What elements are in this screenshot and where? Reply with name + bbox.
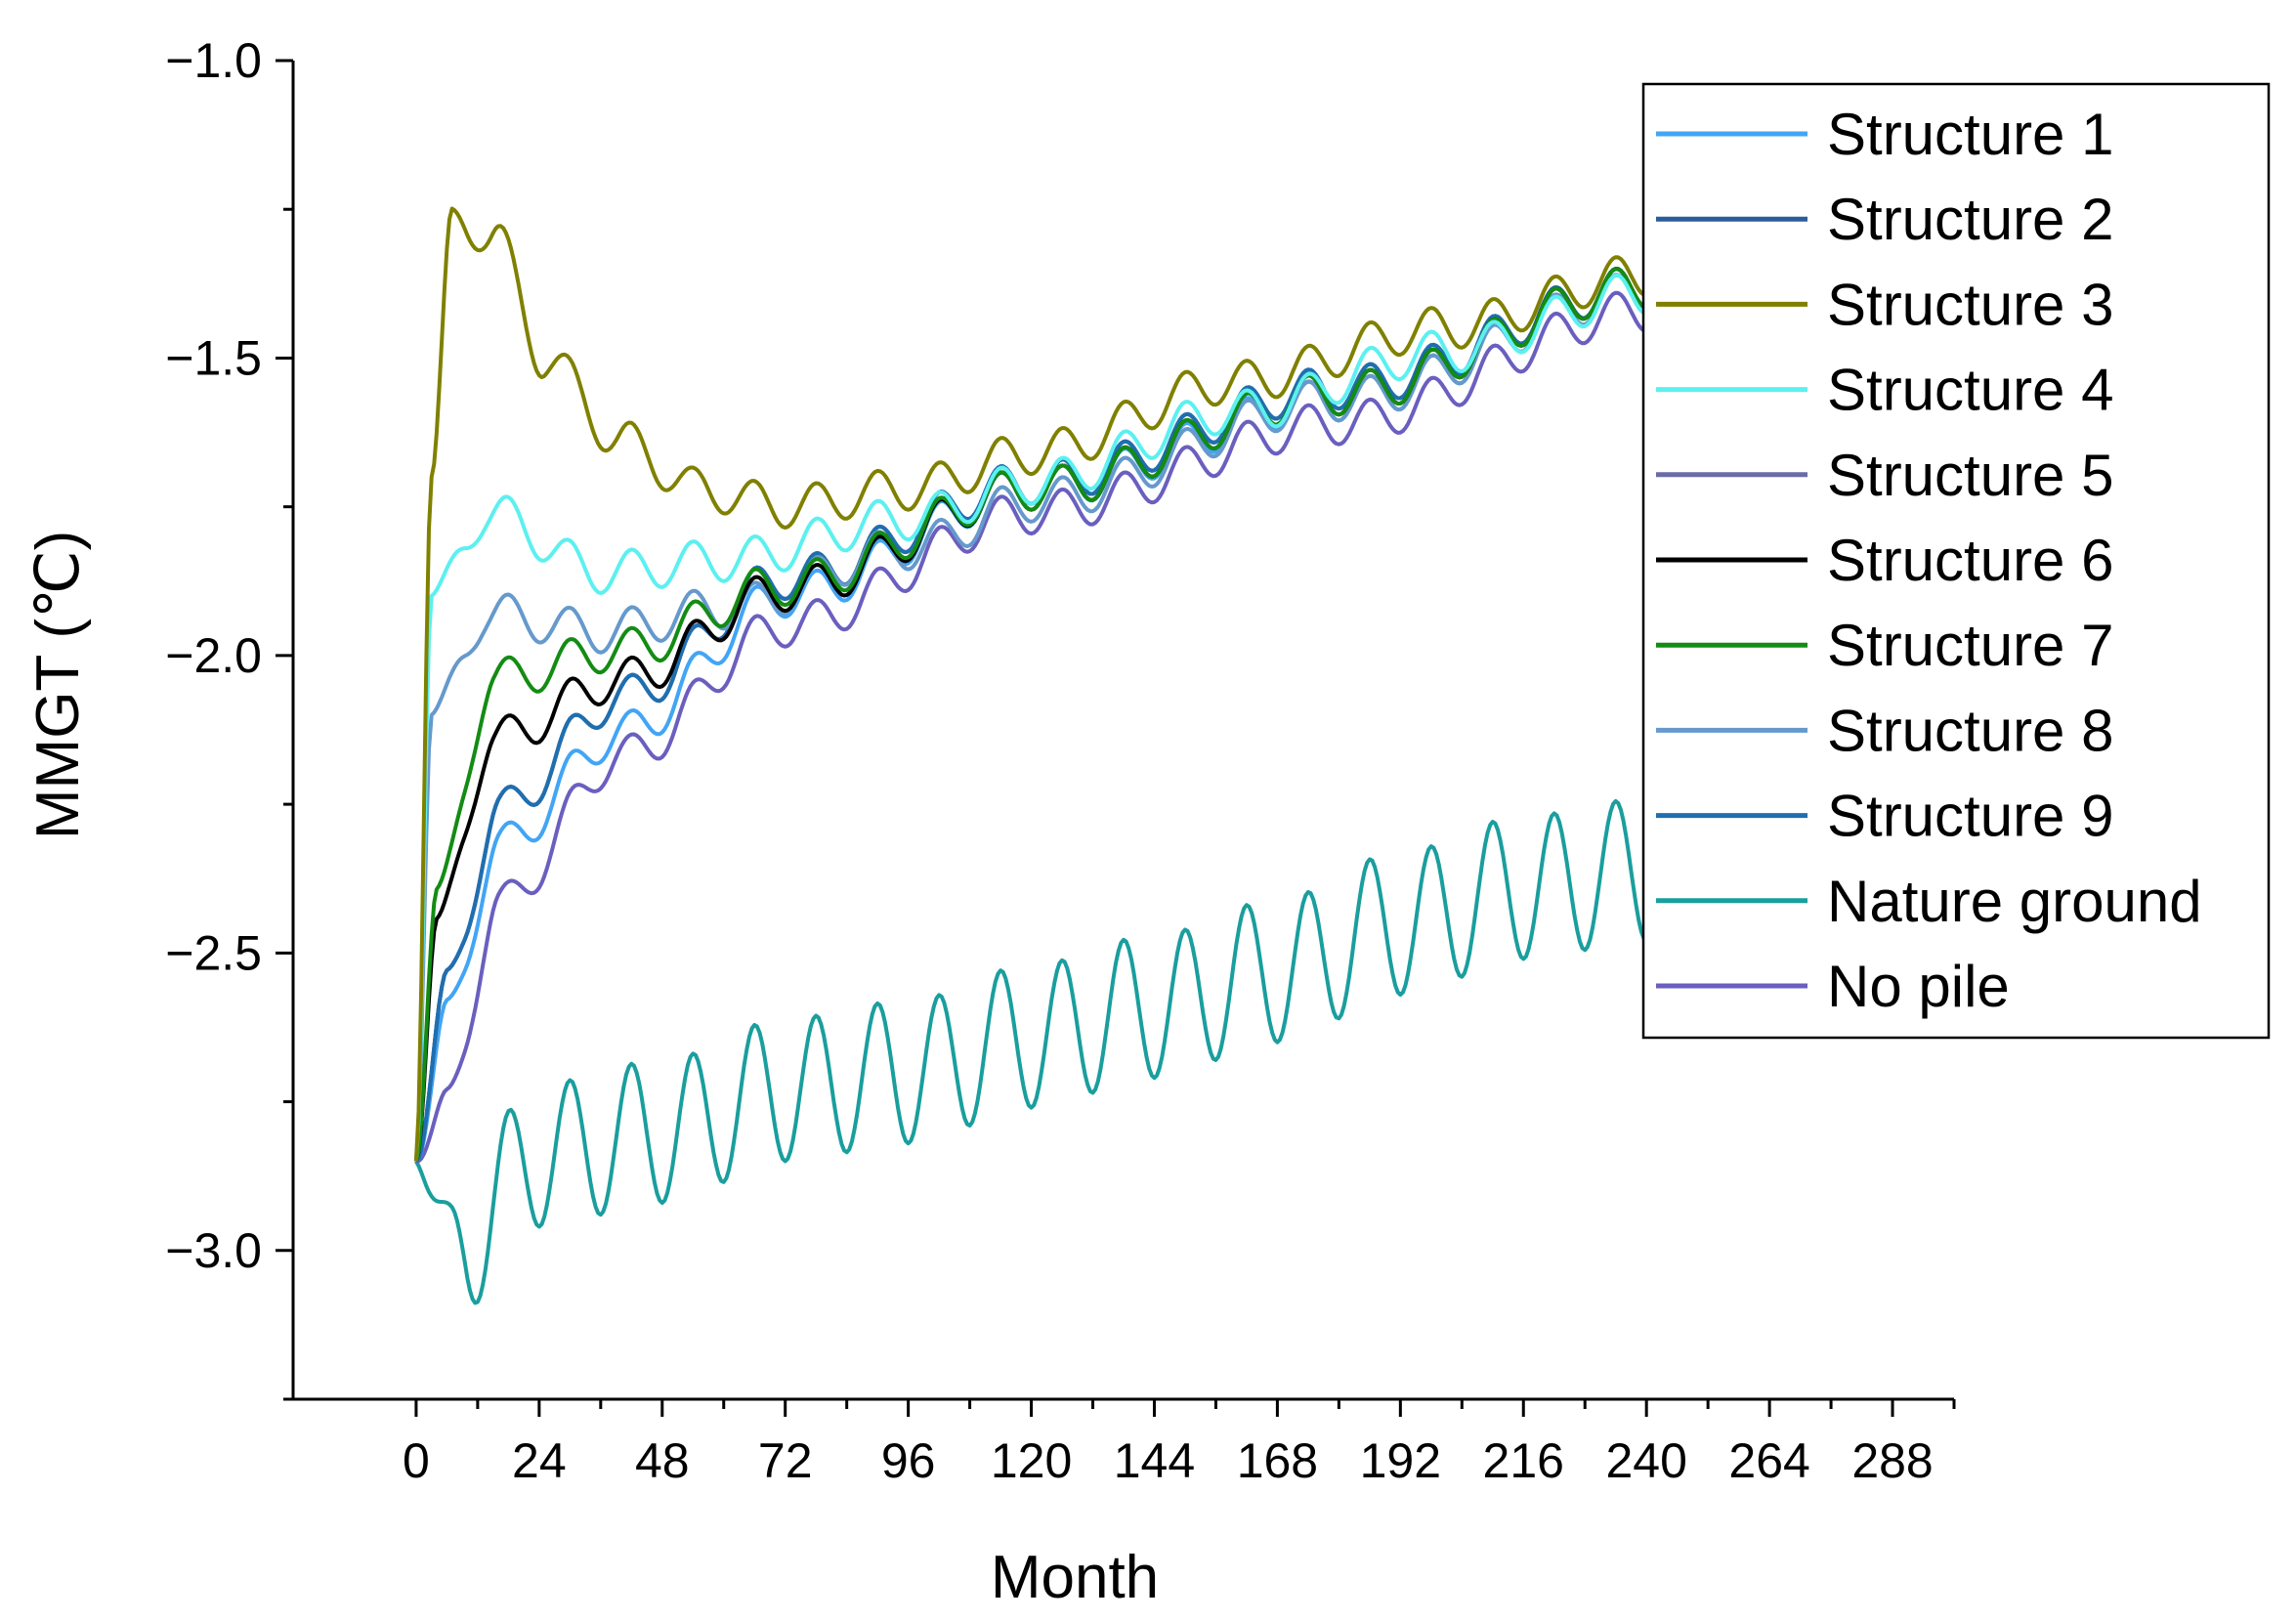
series-line-no-pile	[415, 290, 1647, 1164]
series-line-nature-ground	[414, 798, 1648, 1305]
series-line-structure-1	[414, 273, 1647, 1164]
legend-label: Structure 8	[1827, 698, 2113, 763]
legend-label: Structure 4	[1827, 358, 2113, 423]
series-line-structure-7	[413, 267, 1647, 1162]
x-tick-label: 192	[1360, 1433, 1441, 1488]
y-tick-label: −1.5	[165, 330, 262, 385]
x-axis-title: Month	[991, 1544, 1159, 1611]
x-tick-label: 96	[881, 1433, 936, 1488]
legend-label: Nature ground	[1827, 869, 2202, 934]
series-line-structure-4	[413, 273, 1647, 1162]
legend-label: Structure 6	[1827, 528, 2113, 593]
x-tick-label: 288	[1851, 1433, 1933, 1488]
x-tick-label: 72	[758, 1433, 813, 1488]
y-tick-label: −2.0	[165, 628, 262, 683]
x-tick-label: 48	[635, 1433, 690, 1488]
y-axis-title: MMGT (℃)	[24, 531, 92, 839]
legend-label: Structure 3	[1827, 272, 2113, 337]
y-tick-label: −3.0	[165, 1223, 262, 1278]
x-tick-label: 216	[1483, 1433, 1564, 1488]
legend-label: Structure 1	[1827, 102, 2113, 167]
legend-label: Structure 9	[1827, 784, 2113, 849]
y-tick-label: −1.0	[165, 33, 262, 88]
legend-label: Structure 7	[1827, 613, 2113, 678]
legend: Structure 1 Structure 2 Structure 3 Structu…	[1641, 82, 2271, 1040]
y-tick-label: −2.5	[165, 925, 262, 980]
x-tick-label: 144	[1114, 1433, 1195, 1488]
axes: 0 24 48 72 96 120 144 168 192 216 240 264 288 −1.0 −1.…	[24, 33, 1956, 1611]
x-tick-label: 168	[1237, 1433, 1318, 1488]
x-tick-label: 120	[991, 1433, 1072, 1488]
legend-label: No pile	[1827, 954, 2010, 1019]
legend-label: Structure 2	[1827, 187, 2113, 252]
x-tick-label: 264	[1728, 1433, 1809, 1488]
series-line-structure-3	[413, 206, 1647, 1162]
series-line-structure-8	[413, 273, 1647, 1162]
x-tick-label: 240	[1605, 1433, 1686, 1488]
legend-label: Structure 5	[1827, 443, 2113, 508]
x-tick-label: 0	[403, 1433, 430, 1488]
plot-lines	[413, 206, 1648, 1305]
x-tick-label: 24	[512, 1433, 567, 1488]
